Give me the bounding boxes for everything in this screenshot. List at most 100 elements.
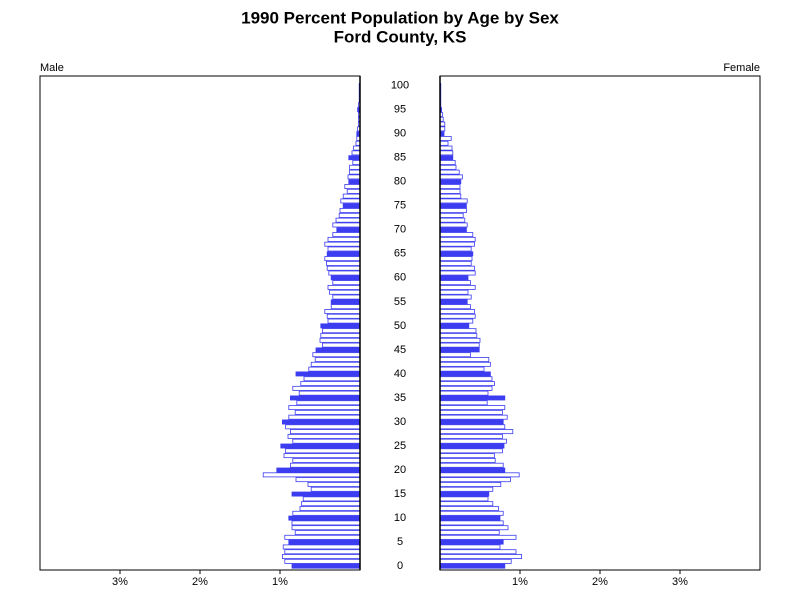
y-tick-label: 90 xyxy=(394,128,406,140)
x-tick-label: 3% xyxy=(672,576,688,588)
bar xyxy=(439,491,490,497)
bar xyxy=(439,323,470,329)
bar xyxy=(439,309,475,314)
y-tick-label: 40 xyxy=(394,368,406,380)
bar xyxy=(439,390,489,396)
bar xyxy=(329,289,361,295)
y-tick-label: 60 xyxy=(394,272,406,284)
x-tick-label: 3% xyxy=(112,576,128,588)
bar xyxy=(335,217,361,223)
bar xyxy=(349,164,361,170)
bar xyxy=(439,424,506,430)
bar xyxy=(353,145,361,151)
bar xyxy=(439,217,466,223)
bar xyxy=(439,453,495,459)
bar xyxy=(307,482,361,487)
bar xyxy=(439,184,461,189)
bar xyxy=(284,558,361,564)
bar xyxy=(287,433,361,439)
bar xyxy=(439,534,517,540)
bar xyxy=(291,563,361,569)
bar xyxy=(439,448,503,454)
bar xyxy=(296,400,361,406)
bar xyxy=(320,323,361,329)
bar xyxy=(348,179,361,185)
bar xyxy=(291,491,361,497)
bar xyxy=(332,232,361,238)
bar xyxy=(327,246,361,252)
y-tick-label: 5 xyxy=(397,536,403,548)
bar xyxy=(439,433,503,439)
bar xyxy=(439,429,514,435)
bar xyxy=(439,501,494,507)
bar xyxy=(282,544,361,550)
bar xyxy=(291,525,361,531)
y-tick-label: 30 xyxy=(394,416,406,428)
bar xyxy=(439,188,461,194)
bar xyxy=(327,236,361,242)
y-tick-label: 45 xyxy=(394,344,406,356)
bar xyxy=(439,361,491,367)
bar xyxy=(439,558,512,564)
bar xyxy=(328,270,361,276)
bar xyxy=(439,136,452,141)
bar xyxy=(289,462,361,468)
bar xyxy=(439,544,501,550)
bar xyxy=(321,328,361,334)
y-tick-label: 0 xyxy=(397,560,403,572)
bar xyxy=(439,227,467,233)
bar xyxy=(439,563,506,569)
bar xyxy=(352,160,361,165)
y-tick-label: 10 xyxy=(394,512,406,524)
bar xyxy=(439,275,469,281)
bar xyxy=(439,212,464,218)
bar xyxy=(289,429,361,435)
bar xyxy=(439,145,453,151)
bar xyxy=(262,472,361,478)
y-tick-label: 95 xyxy=(394,104,406,116)
bar xyxy=(439,510,504,516)
chart-title: 1990 Percent Population by Age by Sex xyxy=(241,8,559,27)
bar xyxy=(439,376,493,382)
bar xyxy=(439,347,480,353)
bar xyxy=(332,294,361,300)
bar xyxy=(439,313,476,319)
bar xyxy=(310,486,361,492)
y-tick-label: 20 xyxy=(394,464,406,476)
bar xyxy=(292,438,361,444)
y-tick-label: 85 xyxy=(394,152,406,164)
bar xyxy=(439,203,467,209)
bar xyxy=(325,260,361,266)
y-tick-label: 70 xyxy=(394,224,406,236)
bar xyxy=(439,333,478,338)
bar xyxy=(303,376,361,382)
bar xyxy=(340,198,361,204)
bar xyxy=(342,203,361,209)
bar xyxy=(439,482,502,487)
bar xyxy=(344,184,361,189)
bar xyxy=(348,155,361,161)
bar xyxy=(439,400,488,406)
bar xyxy=(439,467,506,473)
bar xyxy=(326,313,361,319)
bar xyxy=(288,515,361,521)
bar xyxy=(439,496,489,502)
y-tick-label: 25 xyxy=(394,440,406,452)
bar xyxy=(439,318,474,324)
bar xyxy=(289,395,361,401)
bar xyxy=(342,193,361,199)
bar xyxy=(439,477,511,483)
female-label: Female xyxy=(723,62,760,74)
x-tick-label: 1% xyxy=(512,576,528,588)
y-tick-label: 80 xyxy=(394,176,406,188)
bar xyxy=(439,414,508,420)
bar xyxy=(439,462,504,468)
bar xyxy=(330,299,361,305)
bar xyxy=(439,299,468,305)
bar xyxy=(324,309,361,314)
bar xyxy=(439,405,506,411)
x-tick-label: 1% xyxy=(272,576,288,588)
bar xyxy=(439,160,456,165)
bar xyxy=(439,179,462,185)
